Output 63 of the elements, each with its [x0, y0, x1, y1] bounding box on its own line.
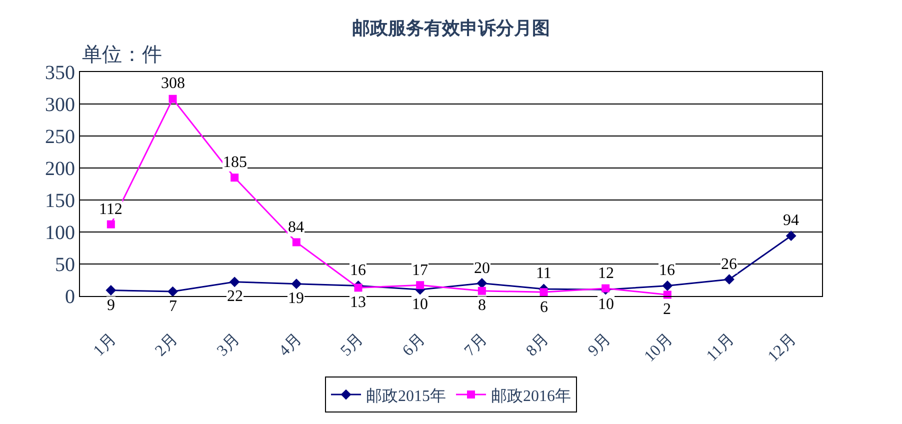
- y-tick-label: 50: [55, 254, 75, 276]
- data-label: 11: [536, 265, 552, 282]
- data-label: 185: [223, 154, 247, 171]
- y-tick-label: 250: [45, 126, 75, 148]
- x-tick-label: 3月: [214, 330, 244, 360]
- point: [230, 174, 239, 182]
- legend-label: 邮政2016年: [491, 386, 571, 405]
- x-tick-label: 10月: [641, 330, 676, 366]
- x-tick-label: 1月: [90, 330, 120, 360]
- data-label: 12: [598, 265, 614, 282]
- point: [106, 220, 115, 228]
- data-label: 22: [227, 288, 243, 305]
- data-label: 6: [540, 299, 548, 316]
- x-tick-label: 6月: [400, 330, 429, 360]
- data-label: 9: [107, 297, 115, 314]
- y-tick-label: 100: [45, 222, 75, 244]
- data-label: 112: [99, 201, 122, 218]
- x-tick-label: 9月: [585, 330, 614, 360]
- text: 单位：件: [82, 44, 162, 66]
- data-label: 2: [663, 301, 671, 318]
- data-label: 19: [288, 290, 304, 307]
- data-label: 26: [721, 256, 737, 273]
- y-tick-label: 150: [45, 190, 75, 212]
- x-tick-label: 2月: [152, 330, 182, 360]
- data-label: 84: [288, 219, 304, 236]
- chart-title: 邮政服务有效申诉分月图: [352, 18, 550, 38]
- point: [168, 94, 177, 103]
- point: [291, 278, 302, 290]
- point: [229, 276, 240, 288]
- point: [354, 284, 362, 292]
- data-label: 17: [412, 262, 428, 279]
- point: [168, 286, 178, 297]
- x-tick-label: 7月: [461, 330, 490, 360]
- x-tick-label: 12月: [764, 330, 800, 366]
- data-label: 16: [659, 262, 675, 279]
- point: [540, 288, 548, 296]
- data-label: 13: [350, 294, 366, 311]
- point: [292, 238, 300, 246]
- point: [478, 286, 486, 295]
- point: [416, 281, 424, 290]
- point: [106, 285, 116, 296]
- point: [602, 284, 610, 292]
- data-label: 7: [169, 298, 177, 315]
- y-tick-label: 200: [45, 158, 75, 180]
- data-label: 20: [474, 260, 490, 277]
- point: [724, 274, 734, 285]
- point: [662, 280, 673, 291]
- x-tick-label: 8月: [523, 330, 552, 360]
- data-label: 94: [783, 212, 799, 229]
- point: [786, 230, 796, 242]
- y-tick-label: 0: [65, 286, 75, 308]
- y-tick-label: 350: [45, 62, 75, 84]
- point: [476, 278, 488, 288]
- data-label: 10: [598, 296, 614, 313]
- data-label: 8: [478, 297, 486, 314]
- legend-label: 邮政2015年: [366, 386, 446, 405]
- x-tick-label: 4月: [276, 330, 305, 360]
- y-tick-label: 300: [45, 94, 75, 116]
- data-label: 308: [161, 75, 185, 92]
- x-tick-label: 5月: [338, 330, 367, 360]
- data-label: 10: [412, 296, 428, 313]
- data-label: 16: [350, 262, 366, 279]
- x-tick-label: 11月: [704, 330, 738, 365]
